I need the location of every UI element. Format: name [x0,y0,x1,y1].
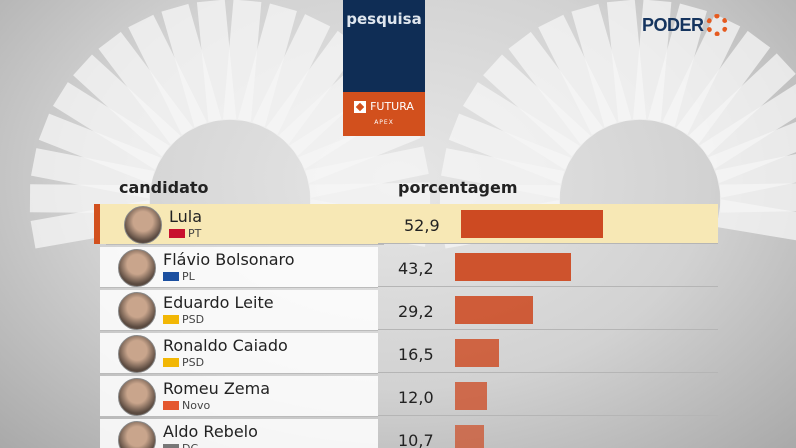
party-logo-icon [163,358,179,367]
bar [455,339,500,367]
brand-title: pesquisa [343,0,425,92]
candidate-photo [118,249,156,287]
candidate-name: Lula [169,207,203,226]
candidate-row: Aldo Rebelo DC 10,7 [100,419,718,448]
value-label: 16,5 [398,345,434,364]
party-logo-icon [163,315,179,324]
candidate-name: Romeu Zema [163,379,271,398]
value-label: 29,2 [398,302,434,321]
sun-logo-icon [705,14,728,36]
party-name: DC [182,442,198,448]
party-logo-icon [163,401,179,410]
bar [461,210,603,238]
party-logo-icon [163,272,179,281]
header-candidato: candidato [119,178,209,197]
value-label: 12,0 [398,388,434,407]
candidate-photo [118,421,156,448]
candidate-row: Eduardo Leite PSD 29,2 [100,290,718,331]
candidate-row: Romeu Zema Novo 12,0 [100,376,718,417]
candidate-name: Flávio Bolsonaro [163,250,295,269]
party-name: Novo [182,399,211,412]
party-name: PSD [182,313,205,326]
candidate-row: Ronaldo Caiado PSD 16,5 [100,333,718,374]
sponsor-sub: APEX [374,119,394,126]
value-label: 10,7 [398,431,434,448]
candidate-photo [118,378,156,416]
party-logo-icon [169,229,185,238]
value-label: 52,9 [404,216,440,235]
candidate-row: Flávio Bolsonaro PL 43,2 [100,247,718,288]
header-porcentagem: porcentagem [398,178,518,197]
candidate-name: Aldo Rebelo [163,422,258,441]
candidate-name: Ronaldo Caiado [163,336,288,355]
bar [455,382,488,410]
candidate-photo [118,292,156,330]
sponsor-name: FUTURA [370,100,414,113]
bar [455,253,571,281]
candidate-row: Lula PT 52,9 [94,204,718,245]
candidate-photo [124,206,162,244]
party-name: PSD [182,356,205,369]
futura-logo-icon [354,100,367,113]
bar [455,296,534,324]
party-name: PT [188,227,202,240]
candidate-photo [118,335,156,373]
party-name: PL [182,270,195,283]
value-label: 43,2 [398,259,434,278]
brand-box: pesquisa FUTURA APEX [343,0,425,136]
poder360-logo: PODER [642,14,728,36]
bar [455,425,484,448]
candidate-name: Eduardo Leite [163,293,274,312]
party-logo-icon [163,444,179,448]
